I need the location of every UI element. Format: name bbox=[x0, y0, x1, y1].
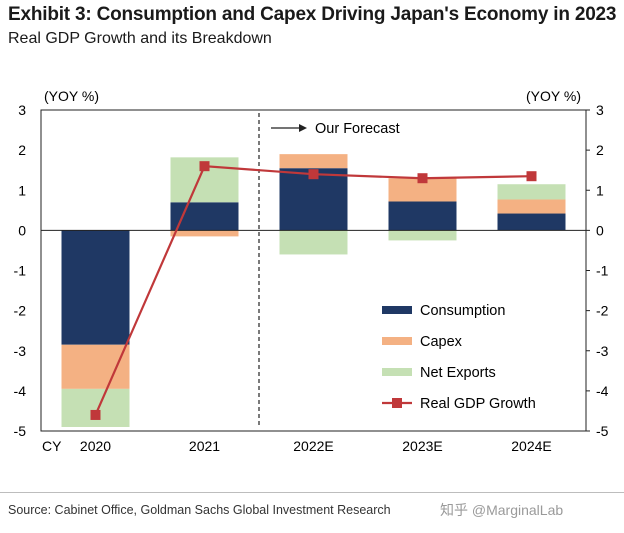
bar-net-exports-2020 bbox=[61, 388, 130, 427]
bars-layer bbox=[61, 154, 566, 427]
y-tick-right-3: 3 bbox=[596, 102, 604, 118]
x-axis: 2020 2021 2022E 2023E 2024E bbox=[80, 438, 552, 454]
x-tick-2020: 2020 bbox=[80, 438, 111, 454]
legend-label-consumption: Consumption bbox=[420, 303, 505, 319]
x-tick-2023E: 2023E bbox=[402, 438, 442, 454]
gdp-marker-2024E bbox=[526, 171, 537, 182]
y-axis-label-left: (YOY %) bbox=[44, 88, 99, 104]
y-tick-left-3: 3 bbox=[18, 102, 26, 118]
bar-net-exports-2023E bbox=[388, 230, 457, 241]
y-tick-right--4: -4 bbox=[596, 383, 609, 399]
right-axis: 3 2 1 0 -1 -2 -3 -4 -5 bbox=[586, 102, 609, 439]
chart-subtitle: Real GDP Growth and its Breakdown bbox=[8, 30, 272, 47]
legend-marker-real-gdp-growth bbox=[392, 398, 402, 408]
x-tick-2024E: 2024E bbox=[511, 438, 551, 454]
y-tick-left--4: -4 bbox=[14, 383, 27, 399]
footer-divider bbox=[0, 492, 624, 493]
source-note: Source: Cabinet Office, Goldman Sachs Gl… bbox=[8, 503, 391, 517]
y-tick-right-1: 1 bbox=[596, 182, 604, 198]
legend-label-real-gdp-growth: Real GDP Growth bbox=[420, 396, 536, 412]
y-tick-right--1: -1 bbox=[596, 263, 609, 279]
gdp-marker-2020 bbox=[90, 409, 101, 420]
bar-consumption-2021 bbox=[170, 202, 239, 231]
x-tick-2021: 2021 bbox=[189, 438, 220, 454]
gdp-marker-2021 bbox=[199, 161, 210, 172]
bar-consumption-2020 bbox=[61, 230, 130, 345]
legend-swatch-net-exports bbox=[382, 368, 412, 376]
bar-capex-extra-2022E bbox=[279, 154, 348, 169]
legend: Consumption Capex Net Exports Real GDP Grow… bbox=[382, 303, 536, 412]
y-tick-left-1: 1 bbox=[18, 182, 26, 198]
y-tick-left-0: 0 bbox=[18, 222, 26, 238]
y-tick-right-2: 2 bbox=[596, 142, 604, 158]
gdp-marker-2022E bbox=[308, 169, 319, 180]
y-tick-right-0: 0 bbox=[596, 222, 604, 238]
bar-consumption-2024E bbox=[497, 213, 566, 231]
legend-label-capex: Capex bbox=[420, 334, 463, 350]
legend-label-net-exports: Net Exports bbox=[420, 365, 496, 381]
gdp-line-layer bbox=[90, 161, 537, 420]
bar-net-exports-2022E bbox=[279, 230, 348, 255]
left-axis: 3 2 1 0 -1 -2 -3 -4 -5 bbox=[14, 102, 27, 439]
bar-capex-2023E bbox=[388, 178, 457, 202]
bar-capex-2021 bbox=[170, 230, 239, 237]
bar-capex-2024E bbox=[497, 199, 566, 214]
y-tick-left--3: -3 bbox=[14, 343, 27, 359]
y-tick-right--5: -5 bbox=[596, 423, 609, 439]
y-tick-left-2: 2 bbox=[18, 142, 26, 158]
x-tick-2022E: 2022E bbox=[293, 438, 333, 454]
forecast-annotation: Our Forecast bbox=[315, 121, 400, 137]
bar-capex-2020 bbox=[61, 344, 130, 389]
chart-title: Exhibit 3: Consumption and Capex Driving… bbox=[8, 4, 617, 25]
bar-consumption-2023E bbox=[388, 201, 457, 231]
y-tick-right--3: -3 bbox=[596, 343, 609, 359]
y-tick-right--2: -2 bbox=[596, 303, 609, 319]
y-tick-left--1: -1 bbox=[14, 263, 27, 279]
y-tick-left--5: -5 bbox=[14, 423, 27, 439]
x-axis-prefix: CY bbox=[42, 438, 62, 454]
legend-swatch-consumption bbox=[382, 306, 412, 314]
y-axis-label-right: (YOY %) bbox=[526, 88, 581, 104]
legend-swatch-capex bbox=[382, 337, 412, 345]
bar-net-exports-2024E bbox=[497, 184, 566, 200]
watermark: 知乎 @MarginalLab bbox=[440, 502, 564, 518]
y-tick-left--2: -2 bbox=[14, 303, 27, 319]
forecast-arrow bbox=[271, 124, 307, 132]
gdp-marker-2023E bbox=[417, 173, 428, 184]
